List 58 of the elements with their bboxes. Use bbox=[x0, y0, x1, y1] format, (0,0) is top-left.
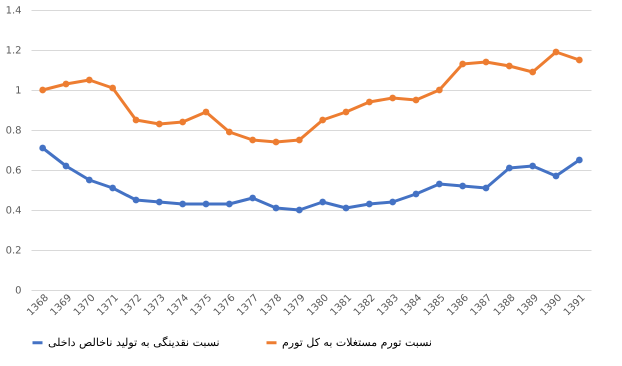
point bbox=[412, 96, 420, 104]
point bbox=[506, 62, 513, 70]
point bbox=[132, 116, 140, 124]
point bbox=[109, 184, 116, 192]
point bbox=[482, 58, 490, 66]
point bbox=[529, 68, 536, 76]
point bbox=[226, 200, 233, 208]
point bbox=[296, 136, 303, 144]
y-tick-label: 1.4 bbox=[6, 6, 22, 16]
point bbox=[132, 196, 140, 204]
point bbox=[459, 182, 466, 190]
point bbox=[249, 194, 256, 202]
point bbox=[366, 98, 373, 106]
point bbox=[62, 80, 70, 88]
point bbox=[296, 206, 303, 214]
point bbox=[272, 204, 280, 212]
point bbox=[86, 76, 93, 84]
point bbox=[552, 48, 560, 56]
point bbox=[389, 198, 396, 206]
point bbox=[319, 198, 326, 206]
y-tick-label: 0.4 bbox=[6, 206, 22, 216]
point bbox=[109, 84, 116, 92]
y-tick-label: 0.6 bbox=[6, 166, 22, 176]
point bbox=[552, 172, 560, 180]
y-tick-label: 1.2 bbox=[6, 46, 22, 56]
point bbox=[226, 128, 233, 136]
point bbox=[319, 116, 326, 124]
point bbox=[39, 86, 46, 94]
point bbox=[156, 120, 163, 128]
y-tick-label: 0.8 bbox=[6, 126, 22, 136]
point bbox=[459, 60, 466, 68]
point bbox=[39, 144, 46, 152]
point bbox=[86, 176, 93, 184]
point bbox=[202, 200, 210, 208]
point bbox=[529, 162, 536, 170]
point bbox=[179, 118, 186, 126]
point bbox=[342, 204, 350, 212]
point bbox=[482, 184, 490, 192]
point bbox=[506, 164, 513, 172]
legend-label: نسبت تورم مستغلات به کل تورم bbox=[282, 336, 432, 349]
point bbox=[366, 200, 373, 208]
point bbox=[249, 136, 256, 144]
point bbox=[436, 180, 443, 188]
legend-label: نسبت نقدینگی به تولید ناخالص داخلی bbox=[48, 336, 220, 349]
point bbox=[576, 156, 583, 164]
point bbox=[576, 56, 583, 64]
y-tick-label: 0 bbox=[15, 286, 22, 296]
point bbox=[62, 162, 70, 170]
y-tick-label: 1 bbox=[15, 86, 22, 96]
point bbox=[272, 138, 280, 146]
point bbox=[389, 94, 396, 102]
point bbox=[436, 86, 443, 94]
y-tick-label: 0.2 bbox=[6, 246, 22, 256]
point bbox=[412, 190, 420, 198]
point bbox=[179, 200, 186, 208]
point bbox=[202, 108, 210, 116]
point bbox=[156, 198, 163, 206]
point bbox=[342, 108, 350, 116]
